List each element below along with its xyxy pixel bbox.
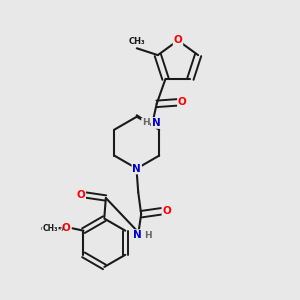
Text: CH₃: CH₃ — [43, 224, 58, 233]
Text: H: H — [144, 231, 152, 240]
Text: O: O — [76, 190, 85, 200]
Text: CH₃: CH₃ — [128, 37, 145, 46]
Text: O: O — [61, 223, 70, 233]
Text: O: O — [178, 98, 187, 107]
Text: O: O — [174, 35, 182, 46]
Text: H: H — [142, 118, 150, 127]
Text: N: N — [133, 230, 142, 240]
Text: O: O — [162, 206, 171, 216]
Text: N: N — [152, 118, 161, 128]
Text: methoxy: methoxy — [41, 226, 65, 231]
Text: N: N — [132, 164, 141, 173]
